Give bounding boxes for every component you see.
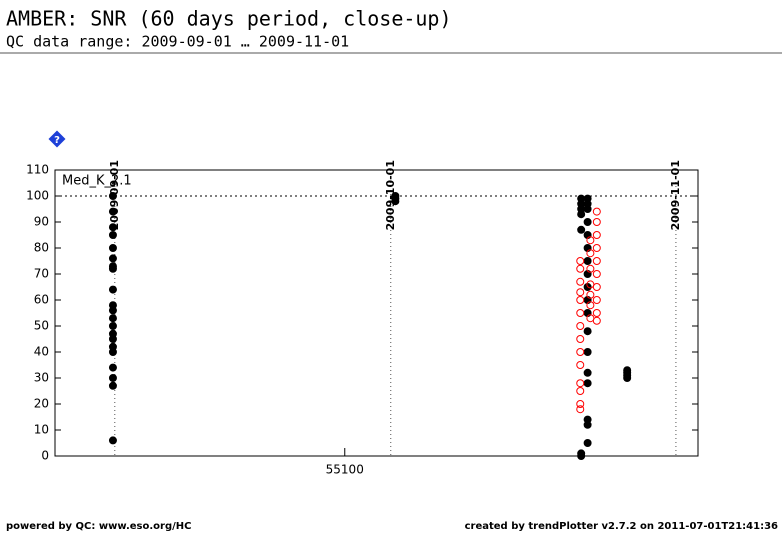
point	[108, 436, 117, 445]
point	[576, 387, 585, 395]
point	[108, 231, 117, 239]
point	[586, 280, 595, 289]
x-tick-label: 55100	[326, 463, 364, 477]
point	[586, 314, 595, 323]
point	[586, 236, 595, 245]
point	[108, 244, 117, 252]
point	[576, 309, 585, 317]
point	[108, 264, 117, 273]
y-tick-label: 60	[34, 293, 49, 307]
point	[583, 205, 592, 213]
point	[108, 223, 117, 232]
point	[576, 400, 585, 408]
annotation: Med_K_2.1	[62, 174, 132, 189]
point	[576, 296, 585, 304]
point	[576, 288, 585, 297]
y-tick-label: 0	[41, 449, 49, 463]
y-tick-label: 40	[34, 345, 49, 359]
point	[108, 254, 117, 263]
point	[592, 270, 601, 278]
point	[108, 192, 117, 200]
point	[577, 225, 586, 234]
point	[586, 301, 595, 310]
point	[108, 374, 117, 382]
point	[108, 314, 117, 323]
point	[108, 285, 117, 294]
footer-left: powered by QC: www.eso.org/HC	[6, 521, 191, 532]
point	[576, 379, 585, 388]
point	[576, 335, 585, 343]
point	[576, 361, 585, 369]
point	[583, 379, 592, 388]
point	[108, 348, 117, 356]
help-icon[interactable]: ?	[48, 130, 66, 148]
point	[592, 244, 601, 252]
point	[576, 348, 585, 356]
point	[108, 322, 117, 330]
point	[576, 405, 585, 414]
point	[108, 335, 117, 343]
chart-subtitle: QC data range: 2009-09-01 … 2009-11-01	[6, 33, 349, 51]
point	[583, 368, 592, 377]
point	[576, 264, 585, 273]
point	[592, 231, 601, 239]
point	[577, 452, 586, 460]
point	[586, 249, 595, 258]
y-tick-label: 10	[34, 423, 49, 437]
point	[108, 363, 117, 372]
y-tick-label: 80	[34, 241, 49, 255]
point	[592, 207, 601, 216]
svg-text:?: ?	[54, 135, 60, 146]
point	[108, 306, 117, 315]
y-tick-label: 90	[34, 215, 49, 229]
point	[623, 374, 632, 382]
point	[586, 264, 595, 273]
date-label: 2009-11-01	[669, 160, 682, 230]
y-tick-label: 30	[34, 371, 49, 385]
point	[592, 257, 601, 265]
plot-frame	[54, 169, 699, 457]
point	[586, 290, 595, 299]
y-tick-label: 20	[34, 397, 49, 411]
point	[108, 207, 117, 216]
point	[576, 277, 585, 286]
point	[576, 322, 585, 330]
point	[583, 257, 592, 265]
point	[576, 257, 585, 265]
chart-title: AMBER: SNR (60 days period, close-up)	[6, 7, 452, 31]
y-tick-label: 50	[34, 319, 49, 333]
point	[592, 296, 601, 304]
point	[391, 197, 400, 206]
point	[577, 210, 586, 219]
y-tick-label: 110	[26, 163, 49, 177]
point	[583, 348, 592, 356]
point	[583, 439, 592, 447]
y-tick-label: 100	[26, 189, 49, 203]
footer-right: created by trendPlotter v2.7.2 on 2011-0…	[465, 521, 778, 532]
date-label: 2009-10-01	[384, 160, 397, 230]
point	[583, 420, 592, 429]
point	[592, 309, 601, 317]
y-tick-label: 70	[34, 267, 49, 281]
point	[583, 327, 592, 336]
point	[583, 218, 592, 226]
point	[108, 381, 117, 390]
point	[592, 218, 601, 226]
